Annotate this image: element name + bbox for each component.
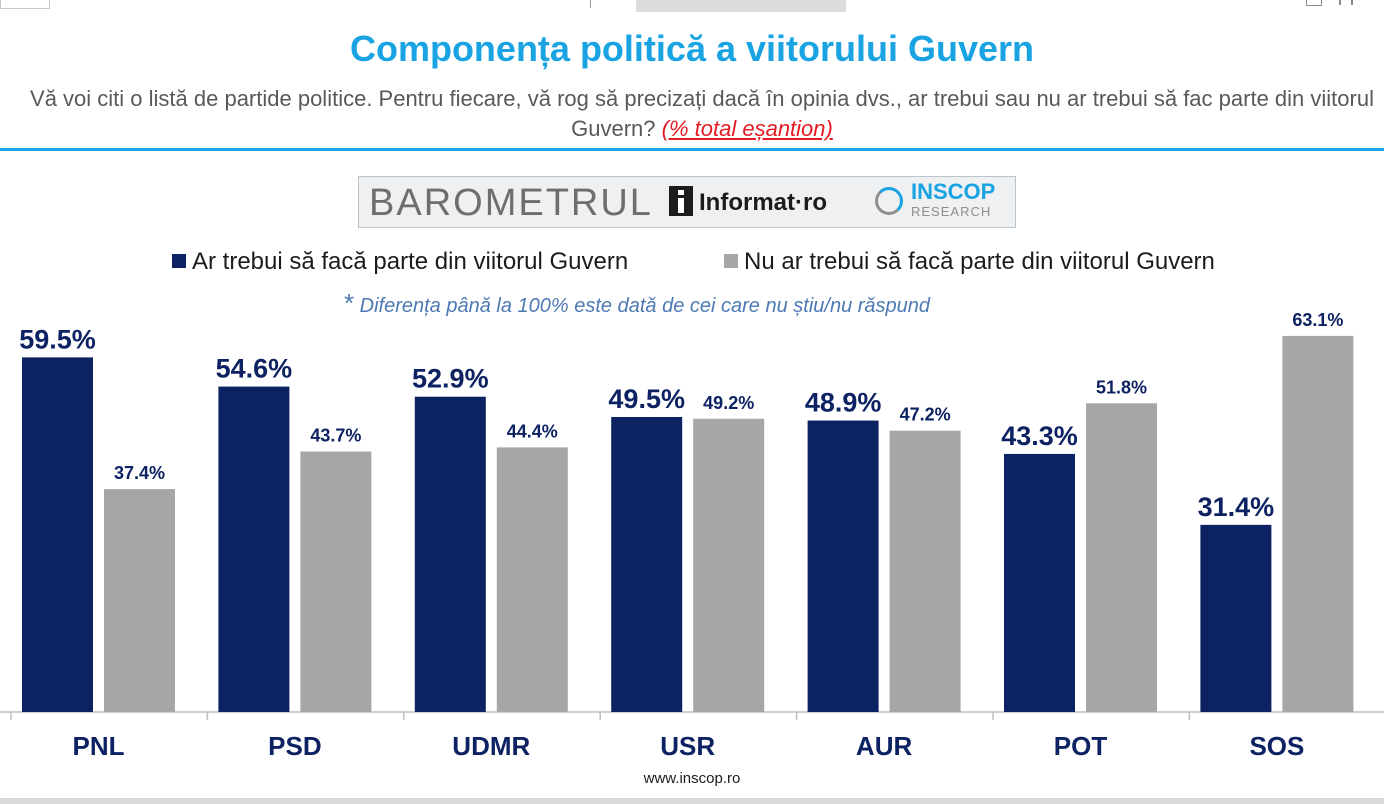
legend-swatch-navy (172, 253, 186, 268)
bar-should-not (889, 430, 961, 712)
bar-should-not (300, 451, 372, 712)
data-label-should: 48.9% (805, 388, 882, 418)
footnote-text: Diferența până la 100% este dată de cei … (359, 295, 931, 317)
bar-should-not (1086, 403, 1157, 712)
data-label-should-not: 51.8% (1096, 377, 1147, 397)
bar-should (218, 386, 290, 712)
bar-should-not (104, 489, 175, 712)
x-tick-label: UDMR (452, 731, 530, 760)
bar-should (1004, 453, 1075, 712)
inscop-research-text: RESEARCH (911, 204, 992, 219)
informat-logo-icon (669, 186, 693, 216)
page-subtitle: Vă voi citi o listă de partide politice.… (30, 84, 1374, 144)
title-divider (0, 148, 1384, 151)
data-label-should: 52.9% (412, 364, 489, 394)
informat-logo-text: Informat·ro (699, 189, 827, 216)
x-tick-label: PNL (73, 731, 125, 760)
subtitle-question: Vă voi citi o listă de partide politice.… (30, 86, 1374, 141)
bar-should (1200, 524, 1272, 712)
data-label-should-not: 43.7% (310, 426, 361, 446)
x-tick-label: POT (1054, 731, 1108, 760)
footnote-asterisk: * (343, 288, 355, 318)
browser-top-strip (0, 0, 1384, 14)
data-label-should: 49.5% (608, 384, 685, 414)
browser-tab-edge[interactable] (0, 0, 50, 9)
bar-chart: 59.5% 37.4% PNL 54.6% 43.7% PSD 52.9% 44.4% UDMR… (0, 310, 1384, 760)
data-label-should-not: 44.4% (507, 421, 558, 441)
data-label-should: 59.5% (19, 324, 96, 354)
data-label-should: 43.3% (1001, 421, 1078, 451)
bar-should (414, 396, 486, 712)
subtitle-sample-note: (% total eșantion) (661, 116, 833, 141)
bar-should (22, 357, 93, 712)
x-tick-label: AUR (856, 731, 913, 760)
inscop-globe-icon (875, 187, 903, 215)
legend-item-should-not: Nu ar trebui să facă parte din viitorul … (724, 248, 1215, 276)
data-label-should-not: 47.2% (900, 405, 951, 425)
data-label-should-not: 49.2% (703, 393, 754, 413)
minimize-icon[interactable] (1306, 0, 1322, 6)
bar-should-not (693, 418, 765, 712)
logo-banner: BAROMETRUL Informat·ro INSCOP RESEARCH (358, 176, 1016, 228)
page-title: Componența politică a viitorului Guvern (349, 28, 1035, 69)
data-label-should: 31.4% (1198, 492, 1275, 522)
chart-footnote: * Diferența până la 100% este dată de ce… (0, 288, 1274, 319)
x-tick-label: SOS (1249, 731, 1304, 760)
data-label-should-not: 63.1% (1292, 310, 1343, 330)
legend-swatch-gray (724, 253, 738, 268)
bar-should-not (1282, 335, 1354, 712)
legend-label-should: Ar trebui să facă parte din viitorul Guv… (192, 248, 629, 275)
legend-item-should: Ar trebui să facă parte din viitorul Guv… (172, 248, 628, 276)
footer-url[interactable]: www.inscop.ro (643, 770, 741, 787)
barometrul-logo: BAROMETRUL (369, 182, 653, 224)
bar-should-not (496, 447, 568, 712)
data-label-should: 54.6% (216, 354, 293, 384)
bottom-strip (0, 798, 1384, 804)
bar-should (611, 416, 683, 712)
browser-tab[interactable] (636, 0, 846, 12)
x-tick-label: USR (660, 731, 715, 760)
inscop-logo-text: INSCOP (911, 179, 996, 204)
data-label-should-not: 37.4% (114, 463, 165, 483)
toolbar-separator (590, 0, 591, 8)
x-tick-label: PSD (268, 731, 321, 760)
bar-should (807, 420, 879, 712)
restore-icon[interactable] (1339, 0, 1353, 5)
legend-label-should-not: Nu ar trebui să facă parte din viitorul … (744, 248, 1215, 275)
